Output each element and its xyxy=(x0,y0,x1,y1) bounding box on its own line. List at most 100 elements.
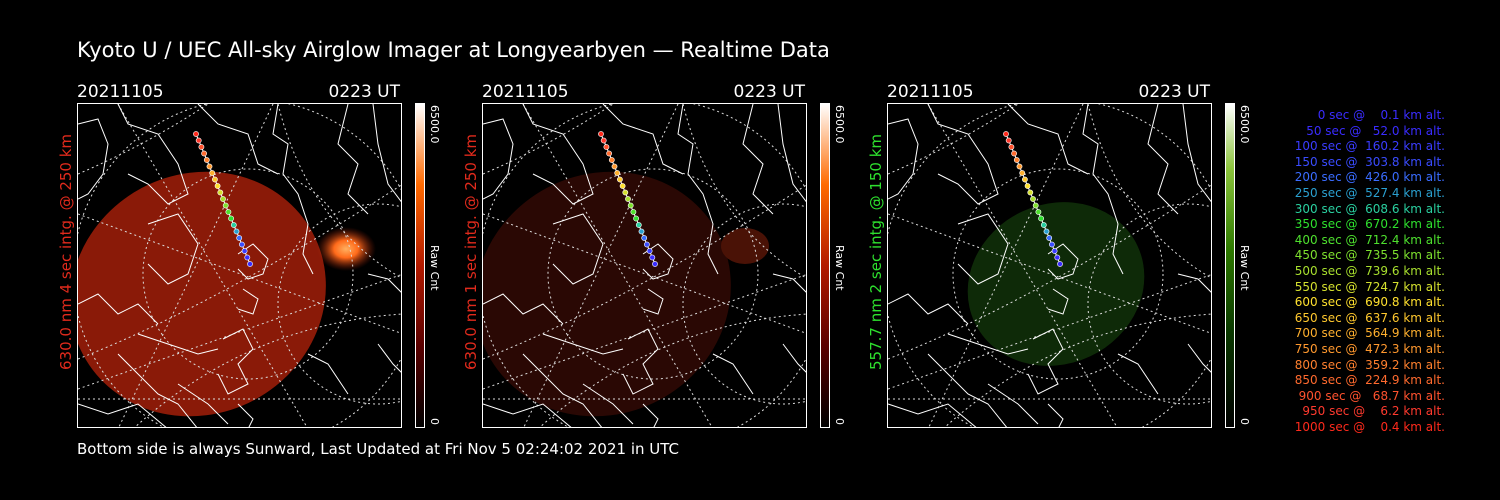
panel-2-colorbar-unit: Raw Cnt xyxy=(833,245,846,291)
panel-1-sky-disk xyxy=(78,171,326,417)
coastline xyxy=(1027,328,1064,395)
panel-2-channel-label: 630.0 nm 1 sec intg. @ 250 km xyxy=(462,133,480,370)
trajectory-point xyxy=(233,228,240,235)
legend-row: 950 sec @ 6.2 km alt. xyxy=(1302,404,1445,419)
legend-row: 450 sec @ 735.5 km alt. xyxy=(1294,248,1445,263)
panel-2-colorbar-min: 0 xyxy=(833,418,846,425)
trajectory-point xyxy=(633,215,639,222)
panel-3-channel-label: 557.7 nm 2 sec intg. @ 150 km xyxy=(867,133,885,370)
trajectory-point xyxy=(600,137,607,144)
panel-3-colorbar-unit: Raw Cnt xyxy=(1238,245,1251,291)
trajectory-point xyxy=(625,196,631,202)
panel-2-svg xyxy=(483,104,806,427)
legend-row: 500 sec @ 739.6 km alt. xyxy=(1294,263,1445,278)
coastline xyxy=(1082,104,1124,275)
panel-2-date: 20211105 xyxy=(482,82,569,102)
legend-row: 400 sec @ 712.4 km alt. xyxy=(1294,232,1445,247)
grid-line xyxy=(888,104,1019,175)
trajectory-point xyxy=(203,157,210,163)
panel-3-colorbar xyxy=(1225,103,1235,428)
coastline xyxy=(372,104,401,203)
grid-line xyxy=(682,104,806,279)
coastline xyxy=(367,273,401,293)
panel-1-channel-label: 630.0 nm 4 sec intg. @ 250 km xyxy=(57,133,75,370)
coastline xyxy=(602,104,684,175)
trajectory-point xyxy=(220,196,226,202)
coastline xyxy=(888,403,977,427)
legend-row: 150 sec @ 303.8 km alt. xyxy=(1294,154,1445,169)
panel-1-colorbar-unit: Raw Cnt xyxy=(428,245,441,291)
coastline xyxy=(987,383,1039,425)
legend-row: 900 sec @ 68.7 km alt. xyxy=(1298,388,1445,403)
trajectory-point xyxy=(1035,209,1042,215)
legend-row: 250 sec @ 527.4 km alt. xyxy=(1294,185,1445,200)
grid-line xyxy=(78,184,401,360)
trajectory-point xyxy=(1032,202,1039,209)
trajectory-point xyxy=(608,157,615,163)
trajectory-point xyxy=(1005,137,1012,144)
trajectory-point xyxy=(1021,176,1028,183)
trajectory-point xyxy=(195,137,202,144)
grid-line xyxy=(118,104,274,427)
coastline xyxy=(782,343,806,373)
trajectory-point xyxy=(214,183,221,189)
legend-row: 750 sec @ 472.3 km alt. xyxy=(1294,341,1445,356)
trajectory-point xyxy=(603,144,610,150)
trajectory-point xyxy=(1043,228,1050,235)
grid-line xyxy=(277,104,401,279)
legend-row: 200 sec @ 426.0 km alt. xyxy=(1294,170,1445,185)
coastline xyxy=(712,353,754,395)
panel-1-allsky-image xyxy=(77,103,402,428)
coastline xyxy=(1187,343,1211,373)
coastline xyxy=(777,104,806,203)
grid-circle xyxy=(142,168,354,380)
coastline xyxy=(237,288,259,315)
grid-circle xyxy=(952,168,1164,380)
coastline xyxy=(742,104,774,215)
trajectory-point xyxy=(238,241,245,248)
trajectory-point xyxy=(1003,131,1009,137)
trajectory-point xyxy=(1013,157,1020,163)
trajectory-point xyxy=(211,176,218,183)
coastline xyxy=(677,104,719,275)
coastline xyxy=(947,333,1029,355)
coastline xyxy=(337,104,369,215)
grid-line xyxy=(483,184,806,360)
panel-2-colorbar-max: 6500.0 xyxy=(833,105,846,144)
coastline xyxy=(78,118,109,200)
legend-row: 550 sec @ 724.7 km alt. xyxy=(1294,279,1445,294)
panel-2-aurora-hotspot xyxy=(721,228,769,264)
panel-2-allsky-image xyxy=(482,103,807,428)
trajectory-point xyxy=(236,235,243,241)
footer-status: Bottom side is always Sunward, Last Upda… xyxy=(77,440,679,458)
coastline xyxy=(483,403,572,427)
coastline xyxy=(522,104,594,205)
grid-circle xyxy=(277,203,401,405)
legend-row: 0 sec @ 0.1 km alt. xyxy=(1317,108,1445,122)
trajectory-point xyxy=(1038,215,1044,222)
coastline xyxy=(927,104,999,205)
coastline xyxy=(483,293,564,325)
legend-row: 100 sec @ 160.2 km alt. xyxy=(1294,139,1445,154)
coastline xyxy=(1007,104,1089,175)
trajectory-point xyxy=(193,131,199,137)
coastline xyxy=(642,403,659,427)
coastline xyxy=(78,403,167,427)
trajectory-point xyxy=(244,254,251,261)
coastline xyxy=(147,213,199,285)
legend-row: 600 sec @ 690.8 km alt. xyxy=(1294,295,1445,310)
trajectory-point xyxy=(1030,196,1036,202)
trajectory-point xyxy=(1019,170,1026,176)
coastline xyxy=(1047,403,1064,427)
trajectory-point xyxy=(1046,235,1053,241)
coastline xyxy=(1147,104,1179,215)
trajectory-point xyxy=(622,189,629,196)
coastline xyxy=(927,353,1008,427)
coastline xyxy=(197,104,279,175)
trajectory-point xyxy=(1011,150,1017,157)
legend-row: 850 sec @ 224.9 km alt. xyxy=(1294,373,1445,388)
trajectory-point xyxy=(646,248,653,254)
coastline xyxy=(483,118,514,200)
coastline xyxy=(272,104,314,275)
trajectory-point xyxy=(1040,222,1047,228)
